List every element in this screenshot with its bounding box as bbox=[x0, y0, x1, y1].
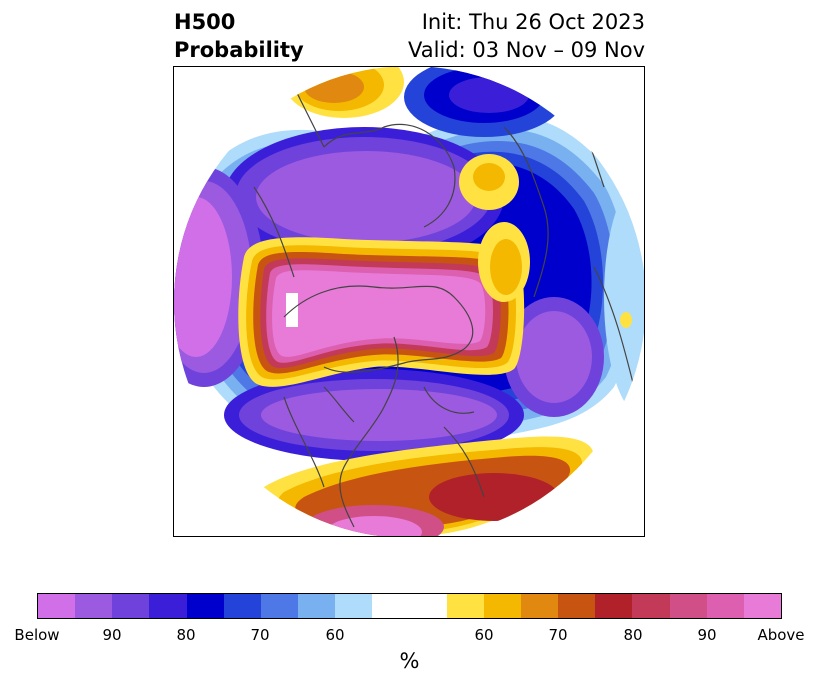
colorbar-cell bbox=[483, 594, 522, 618]
colorbar-cell bbox=[595, 594, 633, 618]
chart-dates: Init: Thu 26 Oct 2023 Valid: 03 Nov – 09… bbox=[408, 8, 645, 64]
colorbar-cell bbox=[260, 594, 299, 618]
colorbar-cell bbox=[521, 594, 559, 618]
tick-label: 60 bbox=[325, 626, 345, 644]
tick-label: 80 bbox=[176, 626, 196, 644]
tick-label: 70 bbox=[250, 626, 270, 644]
colorbar-cell bbox=[335, 594, 373, 618]
colorbar-cell bbox=[446, 594, 484, 618]
tick-label: Above bbox=[757, 626, 805, 644]
tick-label: 80 bbox=[623, 626, 643, 644]
colorbar-cell bbox=[149, 594, 187, 618]
tick-label: 90 bbox=[697, 626, 717, 644]
title-probability: Probability bbox=[174, 38, 304, 62]
map-panel bbox=[173, 66, 645, 537]
init-date: Init: Thu 26 Oct 2023 bbox=[421, 10, 645, 34]
colorbar-cell bbox=[669, 594, 707, 618]
north-atlantic-above-normal bbox=[284, 67, 632, 328]
colorbar-cell bbox=[223, 594, 261, 618]
colorbar-cell bbox=[372, 594, 447, 618]
colorbar-cell bbox=[632, 594, 670, 618]
colorbar-cell bbox=[112, 594, 150, 618]
colorbar bbox=[37, 593, 782, 619]
above-normal-band bbox=[238, 237, 525, 387]
colorbar-cell bbox=[298, 594, 336, 618]
coastlines bbox=[253, 86, 635, 528]
colorbar-cell bbox=[75, 594, 113, 618]
title-variable: H500 bbox=[174, 10, 236, 34]
colorbar-cell bbox=[186, 594, 224, 618]
colorbar-cell bbox=[743, 594, 782, 618]
colorbar-unit: % bbox=[399, 649, 420, 673]
probability-map bbox=[174, 67, 644, 536]
valid-dates: Valid: 03 Nov – 09 Nov bbox=[408, 38, 645, 62]
colorbar-cell bbox=[38, 594, 76, 618]
colorbar-cell bbox=[706, 594, 744, 618]
southeast-above-normal bbox=[255, 436, 594, 536]
tick-label: 60 bbox=[474, 626, 494, 644]
colorbar-ticks: Below 90 80 70 60 60 70 80 90 Above bbox=[0, 626, 819, 646]
colorbar-cell bbox=[558, 594, 596, 618]
tick-label: Below bbox=[14, 626, 60, 644]
chart-title: H500 Probability bbox=[174, 8, 304, 64]
tick-label: 90 bbox=[102, 626, 122, 644]
tick-label: 70 bbox=[548, 626, 568, 644]
